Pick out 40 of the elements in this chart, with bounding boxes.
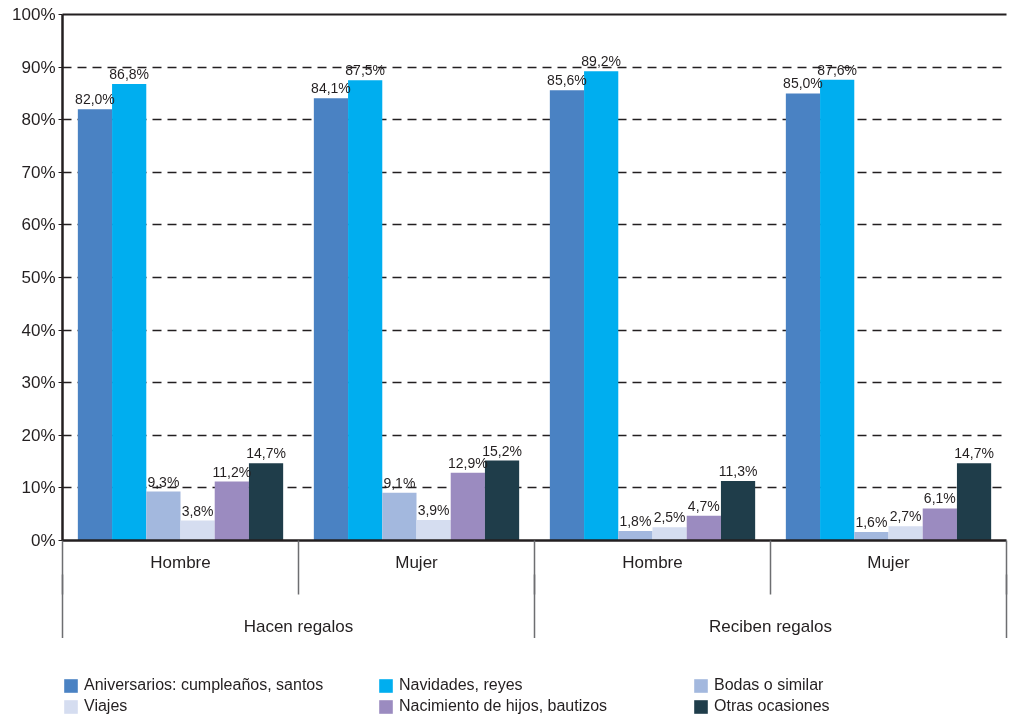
y-tick-label: 30% (21, 373, 56, 393)
y-tick-label: 10% (21, 478, 56, 498)
y-tick-label: 40% (21, 320, 56, 340)
data-label: 3,8% (181, 502, 214, 519)
data-label: 9,3% (147, 473, 180, 490)
data-label: 2,5% (653, 509, 686, 526)
data-label: 2,7% (889, 508, 922, 525)
data-label: 4,7% (687, 497, 720, 514)
y-tick-label: 90% (21, 57, 56, 77)
data-label: 15,2% (482, 442, 522, 459)
y-tick-label: 100% (12, 5, 56, 24)
x-tick-label: Hombre (622, 552, 683, 572)
data-label: 87,6% (817, 61, 858, 78)
x-tick-label: Mujer (395, 552, 439, 572)
legend-label: Viajes (84, 697, 129, 715)
text: Reciben regalos (709, 616, 832, 636)
y-tick-label: 20% (21, 425, 56, 445)
y-tick-label: 70% (21, 162, 56, 182)
y-tick-label: 80% (21, 110, 56, 130)
data-label: 14,7% (246, 445, 286, 462)
data-label: 86,8% (109, 65, 150, 82)
legend-label: Aniversarios: cumpleaños, santos (84, 676, 325, 694)
data-label: 1,8% (619, 513, 652, 530)
y-tick-label: 60% (21, 215, 56, 235)
data-label: 87,5% (345, 62, 386, 79)
legend-label: Navidades, reyes (399, 676, 524, 694)
legend-label: Bodas o similar (714, 676, 825, 694)
data-label: 6,1% (923, 490, 956, 507)
x-tick-label: Hombre (150, 552, 211, 572)
data-label: 89,2% (581, 53, 622, 70)
legend-label: Otras ocasiones (714, 697, 831, 715)
y-tick-label: 50% (21, 268, 56, 287)
text: Hacen regalos (243, 616, 354, 636)
data-label: 3,9% (417, 501, 450, 518)
data-label: 11,3% (718, 463, 758, 480)
data-label: 14,7% (954, 445, 994, 462)
y-tick-label: 0% (30, 531, 56, 550)
data-label: 1,6% (855, 514, 888, 531)
legend-label: Nacimiento de hijos, bautizos (399, 697, 609, 715)
x-tick-label: Mujer (867, 552, 911, 572)
